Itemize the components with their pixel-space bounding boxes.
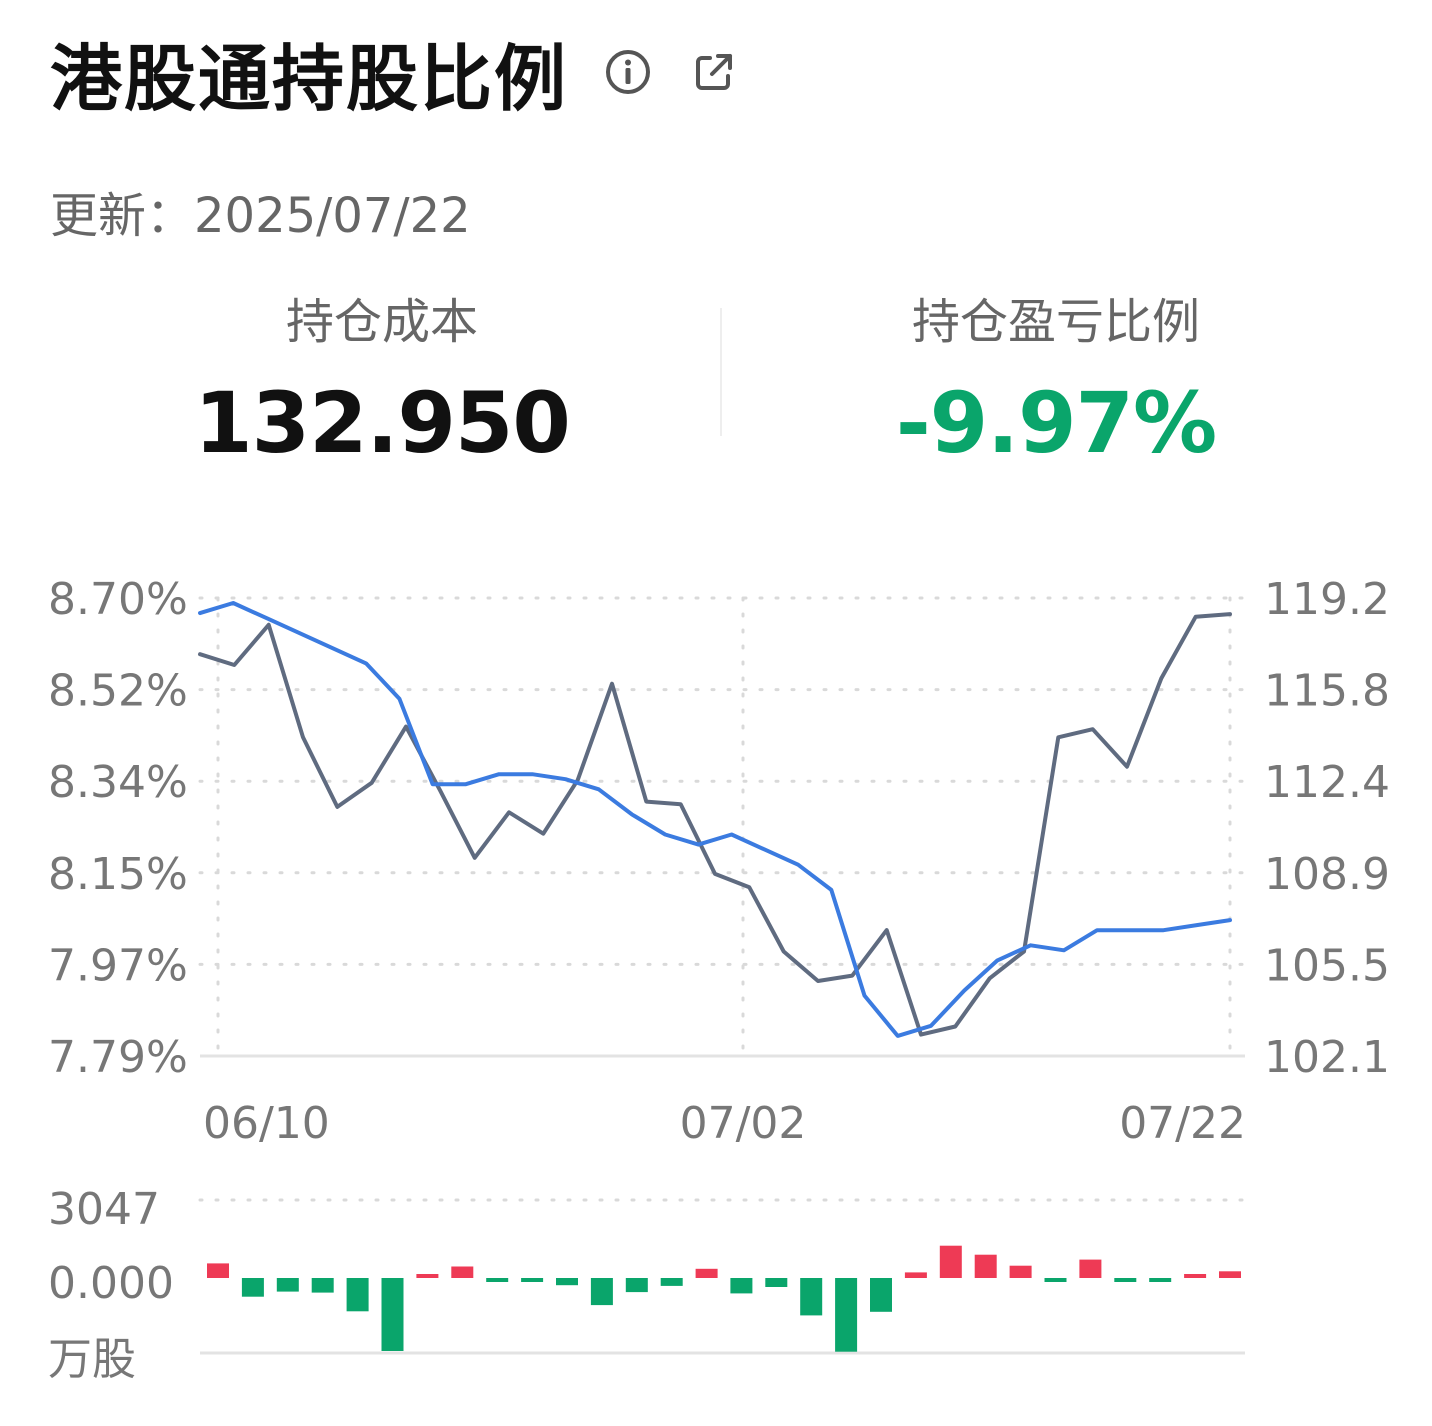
cost-value: 132.950 <box>194 374 571 472</box>
pnl-stat: 持仓盈亏比例 -9.97% <box>706 282 1406 472</box>
x-tick-label: 07/22 <box>1119 1098 1246 1149</box>
bar-zero-tick-label: 0.000 <box>48 1258 174 1309</box>
net-flow-bar <box>625 1278 648 1293</box>
net-flow-bar <box>207 1263 229 1278</box>
page-title: 港股通持股比例 <box>50 36 569 121</box>
net-flow-bar <box>974 1254 997 1278</box>
holding-ratio-series-line <box>198 601 1232 1038</box>
net-flow-bar <box>1149 1278 1172 1282</box>
bar-top-tick-label: 3047 <box>48 1184 160 1235</box>
net-flow-bar <box>451 1266 474 1278</box>
x-tick-label: 07/02 <box>680 1098 807 1149</box>
share-icon[interactable] <box>688 46 740 98</box>
net-flow-bar <box>416 1274 439 1278</box>
net-flow-bar <box>311 1278 334 1293</box>
net-flow-bar <box>276 1278 299 1292</box>
net-flow-bar <box>835 1278 858 1352</box>
net-flow-bar <box>1009 1265 1032 1278</box>
net-flow-bar <box>1219 1271 1241 1278</box>
right-tick-label: 119.2 <box>1264 574 1390 625</box>
left-tick-label: 7.97% <box>48 940 188 991</box>
pnl-label: 持仓盈亏比例 <box>911 294 1200 350</box>
net-flow-bar <box>800 1278 823 1316</box>
net-flow-bar <box>695 1268 718 1278</box>
holding-chart: 8.70% 119.2 8.52% 115.8 8.34% 112.4 8.15% 108.9… <box>48 574 1390 1385</box>
net-flow-bar <box>1184 1274 1207 1278</box>
left-tick-label: 8.52% <box>48 666 188 717</box>
update-time: 更新：2025/07/22 <box>50 188 471 244</box>
right-tick-label: 102.1 <box>1264 1032 1390 1083</box>
left-tick-label: 8.70% <box>48 574 188 625</box>
net-flow-bar <box>241 1278 264 1297</box>
right-tick-label: 115.8 <box>1264 666 1390 717</box>
net-flow-bar <box>660 1278 683 1286</box>
header: 港股通持股比例 <box>50 22 740 122</box>
right-tick-label: 112.4 <box>1264 757 1390 808</box>
net-flow-bar <box>730 1278 753 1294</box>
price-series-line <box>198 612 1232 1037</box>
net-flow-bar <box>1114 1278 1137 1282</box>
net-flow-bar <box>556 1278 578 1286</box>
net-flow-bar <box>1079 1259 1102 1278</box>
net-flow-bar <box>939 1245 962 1278</box>
right-tick-label: 108.9 <box>1264 849 1390 900</box>
net-flow-bar <box>521 1278 544 1282</box>
net-flow-bar <box>904 1272 927 1278</box>
right-tick-label: 105.5 <box>1264 940 1390 991</box>
net-flow-bar <box>381 1278 404 1351</box>
stat-divider <box>720 308 722 436</box>
left-tick-label: 8.15% <box>48 849 188 900</box>
info-icon[interactable] <box>602 46 654 98</box>
left-tick-label: 8.34% <box>48 757 188 808</box>
cost-stat: 持仓成本 132.950 <box>32 282 732 472</box>
x-tick-label: 06/10 <box>203 1098 330 1149</box>
net-flow-bar <box>590 1278 613 1306</box>
bar-unit-label: 万股 <box>48 1334 136 1385</box>
net-flow-bar <box>765 1278 788 1287</box>
cost-label: 持仓成本 <box>285 294 478 350</box>
net-flow-bar <box>870 1278 892 1312</box>
net-flow-bar <box>346 1278 369 1312</box>
left-tick-label: 7.79% <box>48 1032 188 1083</box>
pnl-value: -9.97% <box>895 374 1217 472</box>
net-flow-bar <box>486 1278 509 1282</box>
net-flow-bar <box>1044 1278 1067 1282</box>
